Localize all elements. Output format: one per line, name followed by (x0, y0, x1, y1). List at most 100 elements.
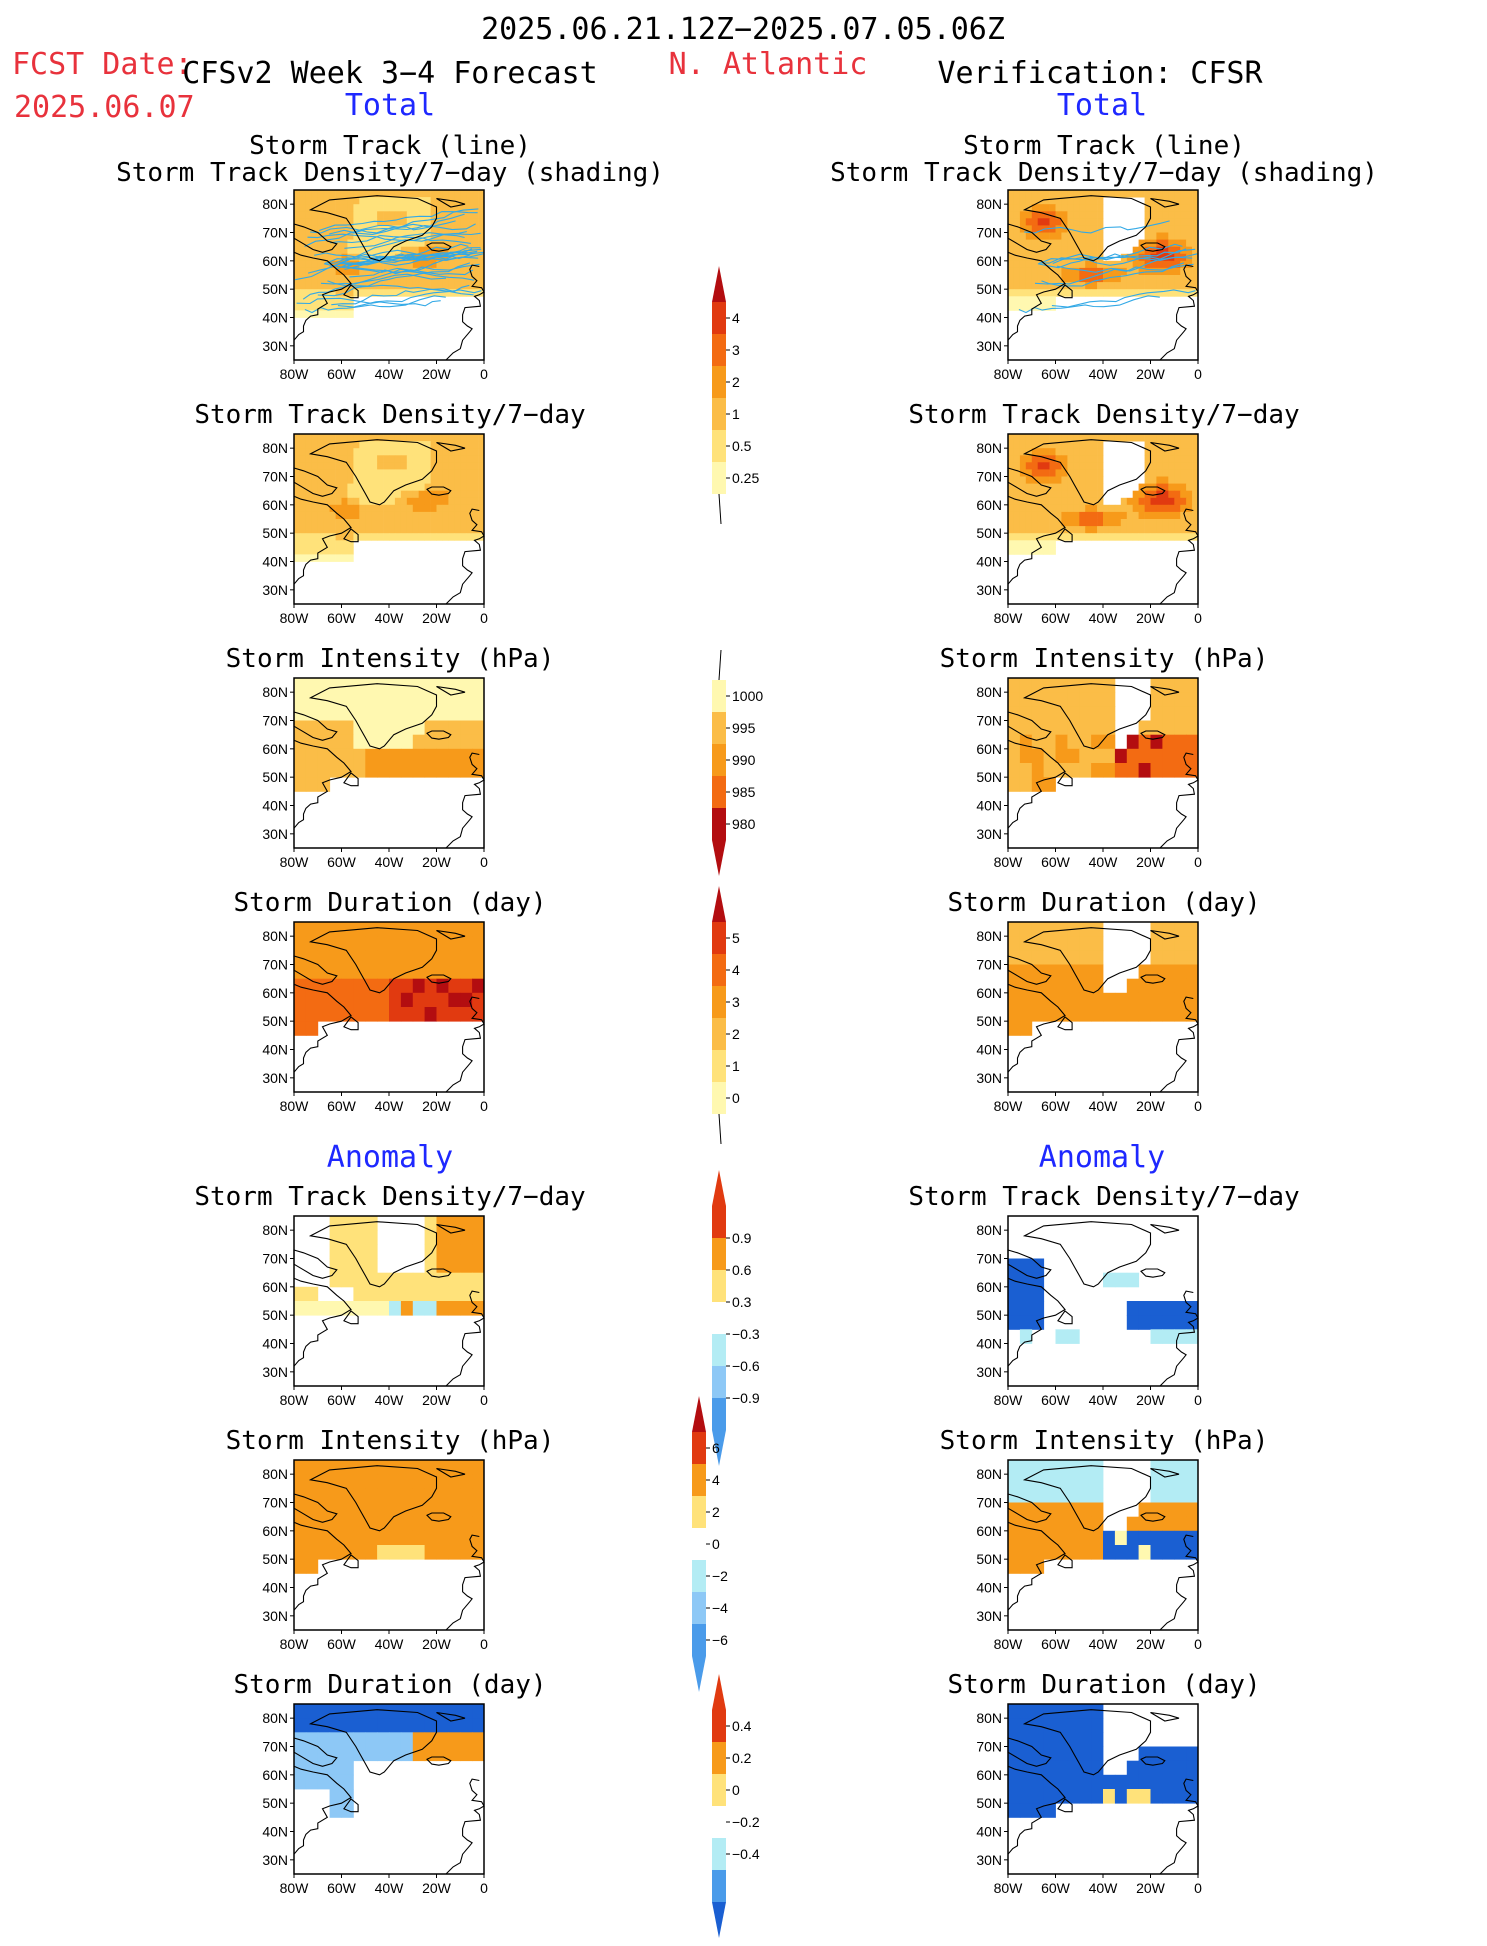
lat-tick-label: 60N (976, 497, 1002, 513)
coastline (1140, 730, 1166, 740)
shading-cell (365, 511, 372, 520)
shading-cell (1013, 246, 1021, 255)
shading-cell (1162, 1007, 1175, 1022)
shading-cell (442, 434, 449, 442)
shading-layer (294, 1460, 485, 1574)
shading-cell (424, 692, 437, 707)
shading-cell (329, 469, 336, 477)
shading-cell (460, 692, 473, 707)
shading-cell (365, 1216, 378, 1231)
coastline (1140, 974, 1166, 984)
shading-cell (1186, 950, 1199, 965)
shading-cell (1019, 211, 1027, 219)
shading-cell (1103, 289, 1110, 297)
shading-cell (1055, 267, 1062, 276)
shading-cell (347, 455, 354, 463)
shading-cell (341, 504, 348, 513)
shading-cell (1174, 504, 1181, 513)
shading-cell (1049, 497, 1056, 506)
shading-cell (412, 253, 420, 262)
shading-cell (1103, 992, 1116, 1008)
shading-cell (1174, 225, 1181, 233)
shading-cell (1013, 476, 1021, 484)
shading-cell (1168, 225, 1175, 233)
shading-cell (1144, 204, 1151, 212)
shading-cell (1019, 303, 1027, 311)
lon-tick-label: 40W (375, 854, 405, 870)
shading-cell (1067, 511, 1074, 520)
shading-cell (442, 504, 449, 513)
shading-cell (1025, 190, 1033, 198)
shading-cell (1073, 462, 1080, 470)
shading-cell (478, 526, 485, 534)
fcst-date-value: 2025.06.07 (14, 90, 195, 125)
shading-cell (1103, 706, 1116, 721)
shading-cell (1019, 1258, 1033, 1274)
shading-cell (1168, 190, 1175, 198)
shading-cell (341, 1746, 354, 1762)
shading-cell (1156, 526, 1163, 534)
shading-cell (1192, 197, 1199, 205)
shading-cell (347, 490, 354, 499)
lon-tick-label: 20W (1136, 1098, 1166, 1114)
shading-cell (353, 763, 366, 778)
shading-cell (478, 533, 485, 541)
shading-cell (1049, 547, 1056, 555)
shading-cell (371, 204, 378, 212)
shading-cell (341, 1732, 354, 1747)
shading-cell (1013, 218, 1021, 226)
shading-cell (353, 1286, 366, 1302)
shading-cell (1061, 519, 1068, 527)
shading-cell (466, 533, 473, 541)
colorbar-label: 1 (732, 406, 740, 422)
shading-cell (394, 533, 402, 541)
shading-cell (1091, 434, 1098, 442)
shading-cell (454, 246, 461, 255)
shading-cell (1008, 462, 1015, 470)
shading-cell (1019, 204, 1027, 212)
shading-cell (335, 448, 342, 456)
shading-cell (359, 476, 366, 484)
shading-cell (377, 218, 384, 226)
date-range-title: 2025.06.21.12Z−2025.07.05.06Z (481, 12, 1005, 47)
shading-cell (1019, 289, 1027, 297)
shading-cell (430, 204, 437, 212)
shading-cell (1168, 504, 1175, 513)
shading-cell (400, 282, 408, 290)
shading-cell (424, 936, 437, 951)
shading-cell (1049, 490, 1056, 499)
shading-cell (1031, 232, 1039, 240)
shading-cell (478, 490, 485, 499)
shading-cell (460, 504, 467, 513)
shading-cell (353, 1545, 366, 1560)
shading-cell (1067, 1732, 1080, 1747)
shading-cell (353, 533, 360, 541)
shading-cell (1126, 190, 1134, 198)
shading-cell (305, 310, 313, 318)
shading-cell (478, 190, 485, 198)
shading-cell (1091, 1007, 1104, 1022)
lat-tick-label: 80N (262, 684, 288, 700)
shading-cell (1120, 275, 1128, 283)
shading-cell (1180, 289, 1187, 297)
shading-cell (371, 197, 378, 205)
colorbar-label: 0.5 (732, 438, 752, 454)
shading-cell (1055, 1502, 1068, 1518)
shading-cell (294, 275, 301, 283)
shading-cell (1186, 218, 1193, 226)
shading-cell (305, 922, 319, 937)
shading-cell (341, 310, 348, 318)
coastlines (293, 195, 485, 361)
shading-cell (1067, 978, 1080, 994)
coastline (1007, 1765, 1066, 1855)
shading-cell (311, 282, 319, 290)
shading-cell (1091, 469, 1098, 477)
shading-cell (1019, 239, 1027, 248)
shading-cell (1126, 504, 1134, 513)
lon-tick-label: 0 (480, 1636, 488, 1652)
shading-cell (1055, 1460, 1068, 1475)
total-right-label: Total (1056, 88, 1148, 123)
shading-cell (1108, 533, 1116, 541)
shading-cell (1031, 246, 1039, 255)
shading-cell (1031, 936, 1045, 951)
